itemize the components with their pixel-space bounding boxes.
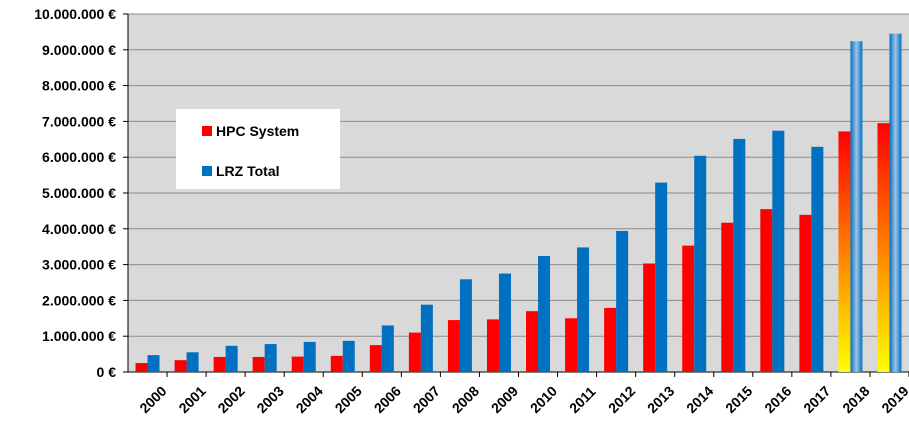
- bar-hpc: [565, 318, 578, 372]
- bar-lrz: [772, 130, 785, 372]
- y-tick-label: 3.000.000 €: [42, 257, 116, 273]
- x-tick-label: 2018: [839, 383, 872, 416]
- x-tick-label: 2019: [878, 383, 909, 416]
- bar-lrz: [186, 352, 199, 372]
- legend: HPC System LRZ Total: [176, 109, 340, 189]
- y-tick-label: 10.000.000 €: [34, 6, 116, 22]
- bar-hpc: [643, 263, 656, 372]
- x-tick-label: 2013: [644, 383, 677, 416]
- bar-hpc: [135, 363, 148, 372]
- x-tick-label: 2005: [332, 383, 365, 416]
- bar-hpc: [799, 214, 812, 372]
- bar-lrz: [342, 340, 355, 372]
- bar-lrz: [264, 344, 277, 372]
- y-tick-label: 4.000.000 €: [42, 221, 116, 237]
- x-tick-label: 2002: [214, 383, 247, 416]
- legend-label-hpc: HPC System: [216, 123, 300, 139]
- legend-swatch-lrz: [202, 166, 212, 176]
- y-tick-label: 6.000.000 €: [42, 149, 116, 165]
- x-tick-label: 2016: [761, 383, 794, 416]
- bar-hpc: [447, 320, 460, 372]
- y-tick-label: 0 €: [97, 364, 117, 380]
- bar-hpc: [252, 356, 265, 372]
- y-tick-label: 5.000.000 €: [42, 185, 116, 201]
- bar-hpc: [760, 209, 773, 372]
- bar-hpc: [877, 123, 890, 372]
- x-tick-label: 2012: [605, 383, 638, 416]
- bar-hpc: [486, 319, 499, 372]
- bar-hpc: [526, 311, 539, 372]
- x-axis-ticks: 2000 2001 2002 2003 2004 2005 2006 2007 2008 2009…: [136, 372, 909, 416]
- bar-lrz: [694, 155, 707, 372]
- bar-hpc: [369, 345, 382, 372]
- x-tick-label: 2006: [371, 383, 404, 416]
- bar-lrz: [889, 33, 902, 372]
- bar-hpc: [838, 131, 851, 372]
- bar-hpc: [330, 355, 343, 372]
- bar-lrz: [498, 273, 511, 372]
- bar-lrz: [381, 325, 394, 372]
- bar-lrz: [655, 182, 668, 372]
- bar-lrz: [225, 345, 238, 372]
- legend-label-lrz: LRZ Total: [216, 163, 280, 179]
- bar-hpc: [721, 222, 734, 372]
- x-tick-label: 2017: [800, 383, 833, 416]
- bar-hpc: [174, 360, 187, 372]
- x-tick-label: 2004: [293, 383, 326, 416]
- y-tick-label: 1.000.000 €: [42, 328, 116, 344]
- bar-lrz: [420, 304, 433, 372]
- bar-hpc: [213, 356, 226, 372]
- bar-lrz: [459, 279, 472, 372]
- bar-hpc: [291, 356, 304, 372]
- x-tick-label: 2007: [410, 383, 443, 416]
- x-tick-label: 2001: [175, 383, 208, 416]
- x-tick-label: 2014: [683, 383, 716, 416]
- bar-lrz: [616, 230, 629, 372]
- y-tick-label: 8.000.000 €: [42, 78, 116, 94]
- bar-lrz: [850, 41, 863, 372]
- bar-lrz: [538, 256, 551, 372]
- bar-lrz: [733, 138, 746, 372]
- bar-lrz: [577, 247, 590, 372]
- bar-hpc: [682, 245, 695, 372]
- bar-hpc: [408, 332, 421, 372]
- legend-swatch-hpc: [202, 126, 212, 136]
- bar-lrz: [811, 146, 824, 372]
- y-tick-label: 9.000.000 €: [42, 42, 116, 58]
- bar-lrz: [147, 355, 160, 372]
- legend-item-lrz: LRZ Total: [202, 163, 280, 179]
- bar-lrz: [303, 341, 316, 372]
- y-tick-label: 7.000.000 €: [42, 113, 116, 129]
- x-tick-label: 2008: [449, 383, 482, 416]
- x-tick-label: 2003: [253, 383, 286, 416]
- legend-item-hpc: HPC System: [202, 123, 299, 139]
- x-tick-label: 2011: [566, 383, 599, 416]
- bar-hpc: [604, 307, 617, 372]
- x-tick-label: 2009: [488, 383, 521, 416]
- x-tick-label: 2000: [136, 383, 169, 416]
- x-tick-label: 2010: [527, 383, 560, 416]
- x-tick-label: 2015: [722, 383, 755, 416]
- bars: [135, 33, 902, 372]
- y-tick-label: 2.000.000 €: [42, 292, 116, 308]
